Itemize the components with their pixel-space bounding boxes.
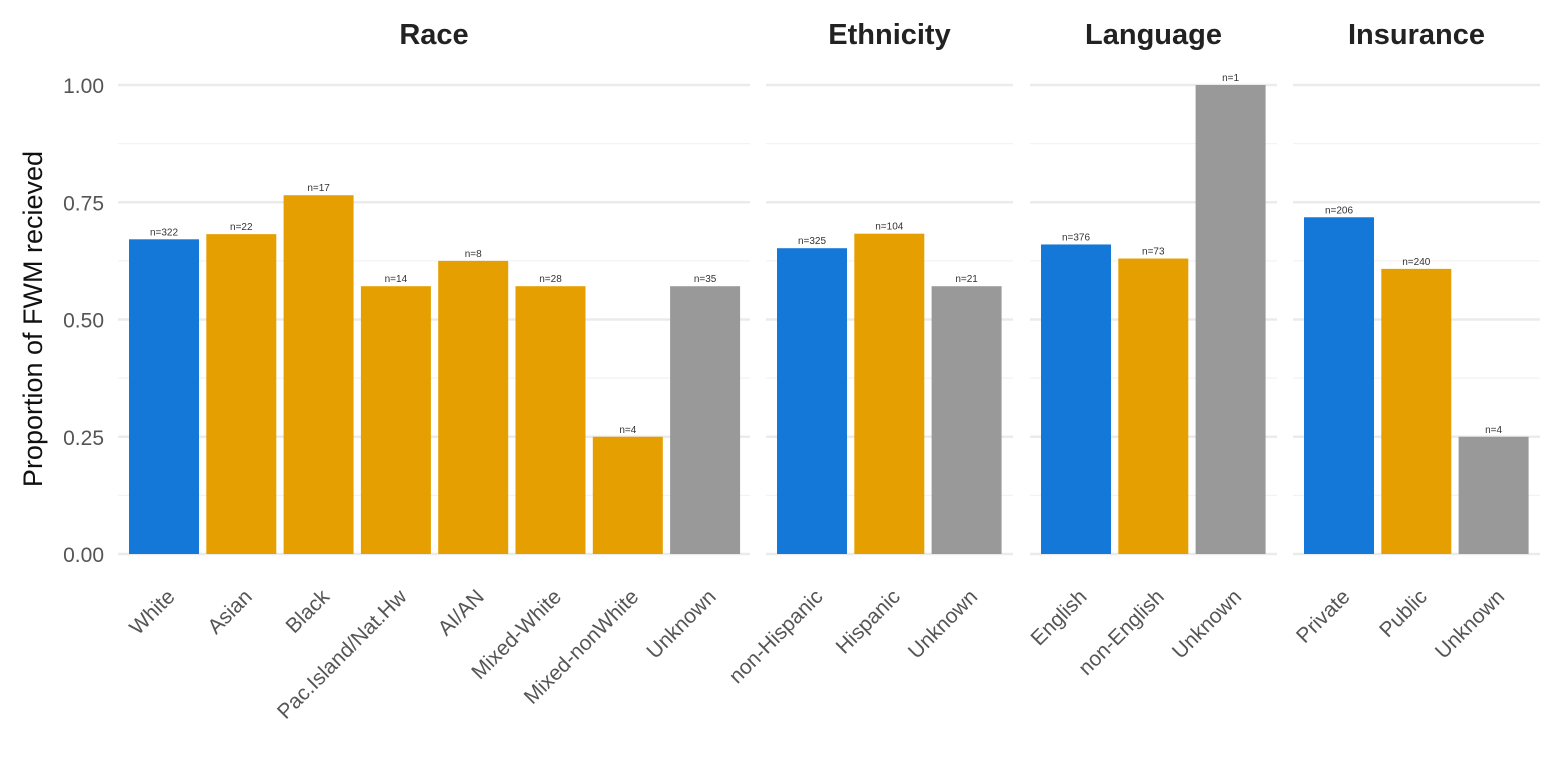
panel-title: Race	[399, 19, 468, 51]
x-tick-label: non-Hispanic	[725, 585, 828, 688]
bar-count-label: n=1	[1222, 73, 1239, 84]
y-tick-label: 0.25	[63, 427, 104, 450]
bar-race-ai-an	[438, 260, 509, 554]
x-tick-label: Unknown	[904, 585, 982, 663]
bar-count-label: n=8	[465, 249, 482, 260]
bar-count-label: n=73	[1142, 247, 1165, 258]
bar-count-label: n=17	[307, 183, 330, 194]
bar-race-black	[283, 195, 354, 554]
x-tick-label: Private	[1292, 585, 1354, 647]
panel-race: Race n=322 White n=22 Asian n=17 Black n=14 Pac.…	[118, 19, 750, 724]
panel-title: Language	[1085, 19, 1222, 51]
bar-language-unknown	[1195, 85, 1266, 554]
y-axis-ticks: 0.00 0.25 0.50 0.75 1.00	[63, 75, 104, 567]
bar-count-label: n=14	[385, 274, 408, 285]
panel-insurance: Insurance n=206 Private n=240 Public n=4 Unkno…	[1292, 19, 1540, 663]
bar-count-label: n=322	[150, 227, 179, 238]
x-tick-label: AI/AN	[434, 585, 489, 640]
x-tick-label: Unknown	[642, 585, 720, 663]
bar-race-unknown	[670, 286, 741, 554]
bar-count-label: n=35	[694, 274, 717, 285]
panel-language: Languagen=376Englishn=73non-Englishn=1Un…	[1027, 19, 1277, 680]
bar-count-label: n=240	[1402, 257, 1431, 268]
x-tick-label: Hispanic	[832, 585, 905, 658]
bar-count-label: n=4	[619, 425, 636, 436]
y-tick-label: 0.50	[63, 310, 104, 333]
bar-count-label: n=376	[1062, 232, 1091, 243]
bar-language-english	[1041, 244, 1111, 554]
bar-ethnicity-unknown	[931, 286, 1002, 554]
bar-ethnicity-hispanic	[854, 233, 925, 554]
y-tick-label: 0.00	[63, 544, 104, 567]
panel-title: Insurance	[1348, 19, 1485, 51]
x-tick-label: Public	[1375, 585, 1432, 642]
bar-count-label: n=21	[955, 274, 978, 285]
panel-ethnicity: Ethnicity n=325 non-Hispanic n=104 Hispanic n…	[725, 19, 1013, 688]
x-tick-label: White	[125, 585, 179, 639]
x-tick-label: Unknown	[1431, 585, 1509, 663]
panel-title: Ethnicity	[828, 19, 950, 51]
x-tick-label: Pac.Island/Nat.Hw	[273, 585, 412, 724]
bar-language-non-english	[1118, 258, 1189, 554]
y-tick-label: 1.00	[63, 75, 104, 98]
bar-count-label: n=28	[539, 274, 562, 285]
bar-race-pac-island-nat-hw	[360, 286, 431, 554]
bar-count-label: n=4	[1485, 425, 1502, 436]
x-tick-label: Unknown	[1168, 585, 1246, 663]
x-tick-label: Black	[282, 585, 335, 638]
bar-race-mixed-white	[515, 286, 586, 554]
bar-ethnicity-non-hispanic	[777, 248, 847, 554]
bar-race-asian	[206, 234, 277, 554]
facet-panels: Race n=322 White n=22 Asian n=17 Black n=14 Pac.…	[118, 19, 1540, 724]
bar-count-label: n=22	[230, 222, 253, 233]
bar-race-mixed-nonwhite	[592, 436, 663, 554]
y-tick-label: 0.75	[63, 192, 104, 215]
x-tick-label: English	[1027, 585, 1092, 650]
bar-insurance-unknown	[1458, 436, 1529, 554]
bar-count-label: n=206	[1325, 205, 1354, 216]
bar-race-white	[129, 239, 199, 554]
bar-insurance-public	[1381, 268, 1452, 554]
y-axis-title: Proportion of FWM recieved	[18, 151, 48, 487]
bar-insurance-private	[1304, 217, 1374, 554]
x-tick-label: Asian	[203, 585, 256, 638]
bar-count-label: n=104	[875, 222, 904, 233]
bar-count-label: n=325	[798, 236, 827, 247]
